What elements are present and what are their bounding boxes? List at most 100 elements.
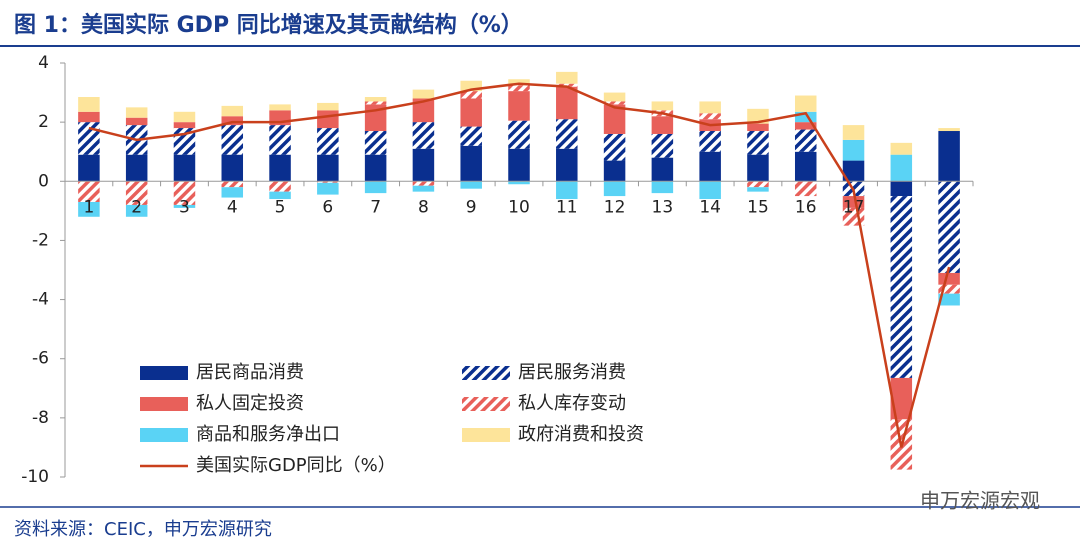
legend-swatch bbox=[140, 397, 188, 411]
bar-segment bbox=[364, 101, 387, 105]
bar-segment bbox=[556, 86, 578, 120]
x-tick-label: 9 bbox=[466, 197, 477, 217]
bar-segment bbox=[412, 122, 435, 149]
legend-label: 私人库存变动 bbox=[518, 393, 626, 414]
bar-segment bbox=[938, 293, 960, 306]
bar-segment bbox=[556, 71, 578, 84]
bar-segment bbox=[317, 182, 339, 195]
bar-segment bbox=[699, 151, 721, 182]
gdp-line bbox=[88, 82, 951, 448]
legend-label: 政府消费和投资 bbox=[518, 424, 644, 445]
bar-segment bbox=[412, 181, 435, 186]
bar-segment bbox=[938, 131, 960, 182]
bar-segment bbox=[508, 120, 530, 149]
bar-segment bbox=[317, 102, 339, 111]
watermark: 申万宏源宏观 bbox=[920, 489, 1040, 513]
source: 资料来源：CEIC，申万宏源研究 bbox=[14, 519, 272, 540]
bar-segment bbox=[460, 145, 482, 182]
legend-label: 美国实际GDP同比（%） bbox=[196, 455, 396, 476]
bar-segment bbox=[125, 204, 148, 217]
bar-segment bbox=[794, 95, 817, 112]
bar-segment bbox=[556, 83, 578, 87]
y-tick-label: -4 bbox=[32, 290, 49, 310]
x-tick-label: 12 bbox=[604, 197, 626, 217]
bar-segment bbox=[651, 116, 674, 134]
legend-swatch bbox=[140, 428, 188, 442]
bar-segment bbox=[938, 128, 960, 132]
y-tick-label: -8 bbox=[32, 408, 49, 428]
bar-segment bbox=[794, 111, 817, 123]
y-tick-label: 2 bbox=[38, 112, 49, 132]
bar-segment bbox=[78, 181, 100, 202]
bar-segment bbox=[173, 181, 196, 205]
bar-segment bbox=[508, 181, 530, 185]
bar-segment bbox=[794, 122, 817, 130]
bar-segment bbox=[842, 196, 865, 208]
bar-segment bbox=[747, 123, 769, 132]
bar-segment bbox=[364, 181, 387, 194]
y-tick-label: 4 bbox=[38, 53, 49, 73]
x-tick-label: 15 bbox=[747, 197, 769, 217]
bar-segment bbox=[460, 80, 482, 92]
x-tick-label: 13 bbox=[652, 197, 674, 217]
bar-segment bbox=[842, 139, 865, 161]
bar-segment bbox=[890, 377, 913, 420]
bar-segment bbox=[317, 110, 339, 129]
bar-segment bbox=[603, 104, 626, 134]
x-tick-label: 10 bbox=[508, 197, 530, 217]
bar-segment bbox=[747, 187, 769, 192]
x-tick-label: 5 bbox=[275, 197, 286, 217]
bar-segment bbox=[269, 154, 291, 182]
bar-segment bbox=[173, 122, 196, 129]
x-tick-label: 3 bbox=[179, 197, 190, 217]
legend-label: 私人固定投资 bbox=[196, 393, 304, 414]
chart-title: 图 1：美国实际 GDP 同比增速及其贡献结构（%） bbox=[14, 12, 523, 38]
bar-segment bbox=[842, 125, 865, 140]
bar-segment bbox=[699, 181, 721, 200]
bar-segment bbox=[699, 101, 721, 114]
bar-segment bbox=[364, 97, 387, 102]
legend-swatch bbox=[140, 366, 188, 380]
bar-segment bbox=[747, 131, 769, 155]
bar-segment bbox=[412, 148, 435, 182]
bar-segment bbox=[125, 154, 148, 182]
bar-segment bbox=[890, 181, 913, 197]
bar-segment bbox=[221, 125, 244, 155]
bar-segment bbox=[460, 126, 482, 146]
bar-segment bbox=[173, 111, 196, 123]
legend-label: 居民商品消费 bbox=[196, 362, 304, 383]
bar-segment bbox=[460, 181, 482, 189]
bar-segment bbox=[460, 91, 482, 99]
bar-segment bbox=[125, 181, 148, 205]
bar-segment bbox=[794, 181, 817, 197]
bar-segment bbox=[173, 154, 196, 182]
bar-segment bbox=[412, 185, 435, 192]
bar-segment bbox=[603, 92, 626, 102]
bar-segment bbox=[78, 111, 100, 123]
bar-segment bbox=[125, 117, 148, 126]
bar-segment bbox=[460, 98, 482, 127]
legend-label: 居民服务消费 bbox=[518, 362, 626, 383]
x-tick-label: 14 bbox=[699, 197, 721, 217]
x-tick-label: 4 bbox=[227, 197, 238, 217]
bar-segment bbox=[651, 101, 674, 111]
bar-segment bbox=[603, 133, 626, 161]
bar-segment bbox=[269, 181, 291, 192]
bar-segment bbox=[747, 154, 769, 182]
bar-segment bbox=[794, 151, 817, 182]
bar-segment bbox=[651, 133, 674, 158]
bar-segment bbox=[603, 181, 626, 197]
x-tick-label: 1 bbox=[83, 197, 94, 217]
bar-segment bbox=[508, 91, 530, 121]
bar-segment bbox=[317, 128, 339, 155]
bar-segment bbox=[221, 187, 244, 198]
y-tick-label: -10 bbox=[21, 467, 49, 487]
bar-segment bbox=[890, 196, 913, 378]
bar-segment bbox=[78, 97, 100, 112]
x-tick-label: 11 bbox=[556, 197, 578, 217]
bar-segment bbox=[651, 181, 674, 194]
bar-segment bbox=[938, 272, 960, 285]
bar-segment bbox=[412, 98, 435, 123]
bar-segment bbox=[317, 181, 339, 183]
